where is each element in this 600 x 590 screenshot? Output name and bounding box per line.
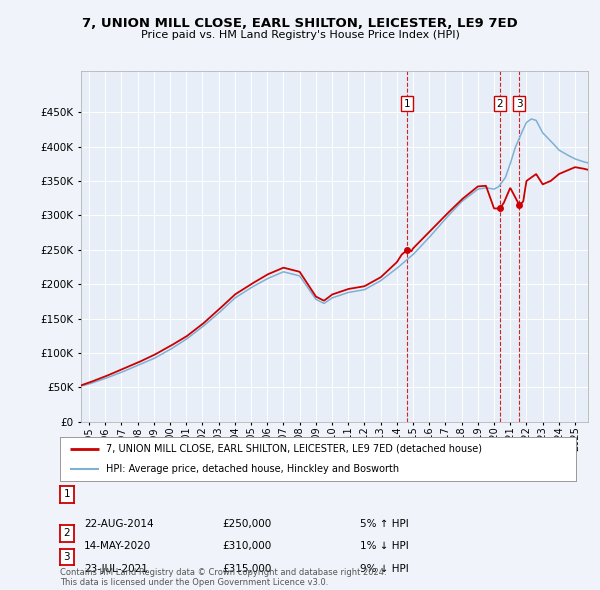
Text: 2: 2 [497, 99, 503, 109]
Text: 23-JUL-2021: 23-JUL-2021 [84, 564, 148, 573]
Text: 7, UNION MILL CLOSE, EARL SHILTON, LEICESTER, LE9 7ED: 7, UNION MILL CLOSE, EARL SHILTON, LEICE… [82, 17, 518, 30]
Text: £250,000: £250,000 [222, 519, 271, 529]
Text: 3: 3 [64, 552, 70, 562]
Text: 1: 1 [404, 99, 410, 109]
Text: 5% ↑ HPI: 5% ↑ HPI [360, 519, 409, 529]
Text: 3: 3 [516, 99, 523, 109]
Text: Price paid vs. HM Land Registry's House Price Index (HPI): Price paid vs. HM Land Registry's House … [140, 30, 460, 40]
Text: Contains HM Land Registry data © Crown copyright and database right 2024.
This d: Contains HM Land Registry data © Crown c… [60, 568, 386, 587]
Text: 14-MAY-2020: 14-MAY-2020 [84, 542, 151, 551]
Text: 7, UNION MILL CLOSE, EARL SHILTON, LEICESTER, LE9 7ED (detached house): 7, UNION MILL CLOSE, EARL SHILTON, LEICE… [106, 444, 482, 454]
Text: 1% ↓ HPI: 1% ↓ HPI [360, 542, 409, 551]
Text: £315,000: £315,000 [222, 564, 271, 573]
Text: £310,000: £310,000 [222, 542, 271, 551]
Text: 9% ↓ HPI: 9% ↓ HPI [360, 564, 409, 573]
Text: 1: 1 [64, 490, 70, 499]
Text: HPI: Average price, detached house, Hinckley and Bosworth: HPI: Average price, detached house, Hinc… [106, 464, 400, 474]
Text: 2: 2 [64, 529, 70, 538]
Text: 22-AUG-2014: 22-AUG-2014 [84, 519, 154, 529]
